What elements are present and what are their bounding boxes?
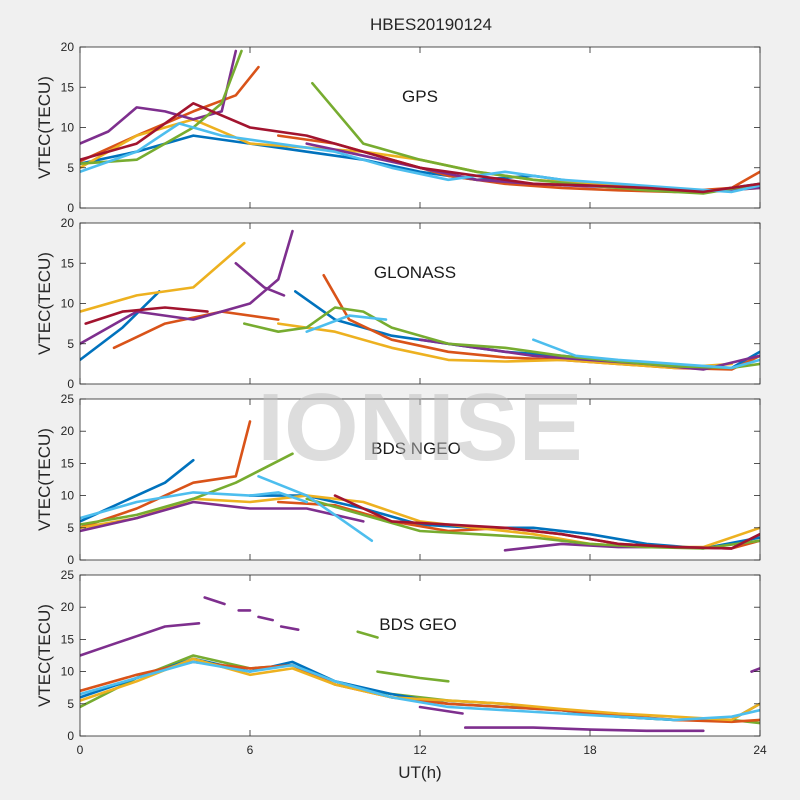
y-tick-label: 15 [61,456,75,470]
series-line-6 [418,705,464,715]
series-line-5 [80,49,238,145]
series-line-11 [257,474,374,543]
y-tick-label: 20 [61,40,75,54]
x-axis-label: UT(h) [398,763,441,782]
series-line-9 [80,122,760,194]
y-tick-label: 10 [61,665,75,679]
panel-annotation: BDS NGEO [371,439,461,458]
series-line-8 [310,81,760,195]
series-line-14 [80,657,760,722]
series-line-2 [203,596,226,606]
x-tick-label: 12 [413,743,427,757]
plot-area [80,399,760,560]
y-tick-label: 25 [61,392,75,406]
series-line-10 [376,670,450,683]
series-line-7 [463,726,705,733]
y-tick-label: 10 [61,121,75,135]
y-tick-label: 25 [61,568,75,582]
x-tick-label: 18 [583,743,597,757]
y-axis-label: VTEC(TECU) [35,76,54,179]
series-line-6 [276,322,734,370]
panel-annotation: BDS GEO [379,615,456,634]
panel-3: 0 5 10 15 20 25 VTEC(TECU) BDS NGEO [35,392,761,567]
series-line-10 [80,102,760,194]
series-line-4 [257,615,275,622]
y-tick-label: 15 [61,256,75,270]
plot-area [80,575,760,736]
series-group [80,229,760,371]
y-axis-label: VTEC(TECU) [35,604,54,707]
y-tick-label: 0 [67,377,74,391]
series-line-13 [84,306,209,325]
series-group [80,49,760,195]
y-tick-label: 0 [67,201,74,215]
watermark-text: IONISE [257,374,582,481]
series-line-11 [305,314,388,334]
series-line-5 [279,625,300,632]
series-line-6 [80,500,365,533]
panel-4: 0 5 10 15 20 25 0 6 12 18 24 VTEC(TECU) BDS GEO [35,568,767,757]
y-tick-label: 0 [67,553,74,567]
series-line-4 [112,310,280,350]
series-line-7 [80,229,294,346]
y-tick-label: 5 [67,521,74,535]
y-axis-label: VTEC(TECU) [35,252,54,355]
y-tick-label: 20 [61,424,75,438]
series-line-9 [356,630,379,639]
y-tick-label: 15 [61,80,75,94]
y-tick-label: 5 [67,697,74,711]
series-line-10 [80,491,309,520]
y-tick-label: 15 [61,632,75,646]
series-group [80,420,760,552]
panel-annotation: GLONASS [374,263,456,282]
x-tick-label: 24 [753,743,767,757]
y-tick-label: 10 [61,297,75,311]
y-tick-label: 10 [61,489,75,503]
x-tick-label: 6 [247,743,254,757]
series-line-2 [80,65,260,163]
series-line-12 [333,494,760,550]
series-line-8 [80,452,294,526]
series-line-12 [531,338,760,370]
series-line-8 [750,667,760,673]
panel-2: 0 5 10 15 20 VTEC(TECU) GLONASS [35,216,761,391]
series-line-10 [243,306,760,370]
series-group [80,596,760,733]
chart-title: HBES20190124 [370,15,492,34]
y-tick-label: 0 [67,729,74,743]
series-line-3 [80,420,252,530]
y-tick-label: 5 [67,337,74,351]
x-tick-label: 0 [77,743,84,757]
panel-annotation: GPS [402,87,438,106]
series-line-5 [80,241,246,313]
y-tick-label: 20 [61,600,75,614]
series-line-1 [80,290,161,362]
panel-1: 0 5 10 15 20 VTEC(TECU) GPS [35,40,761,215]
series-line-15 [80,660,760,722]
y-axis-label: VTEC(TECU) [35,428,54,531]
series-line-8 [234,261,286,297]
plot-area [80,223,760,384]
series-line-1 [80,621,201,657]
panels-group: 0 5 10 15 20 VTEC(TECU) GPS 0 5 10 15 20 VTEC(TECU) G… [35,40,767,757]
y-tick-label: 20 [61,216,75,230]
plot-area [80,47,760,208]
y-tick-label: 5 [67,161,74,175]
